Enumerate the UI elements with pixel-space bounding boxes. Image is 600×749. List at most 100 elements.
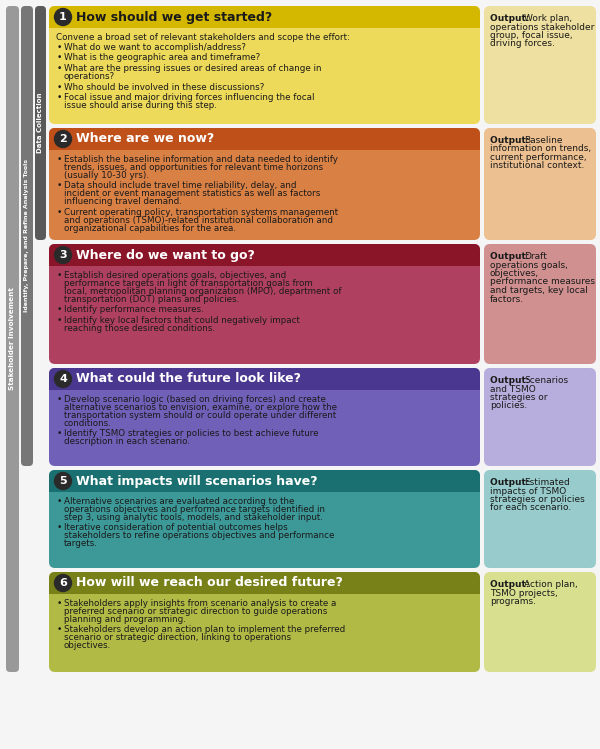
Text: Convene a broad set of relevant stakeholders and scope the effort:: Convene a broad set of relevant stakehol… — [56, 33, 350, 42]
Text: •: • — [57, 53, 62, 62]
Text: and targets, key local: and targets, key local — [490, 286, 588, 295]
Text: •: • — [57, 181, 62, 190]
Text: Develop scenario logic (based on driving forces) and create: Develop scenario logic (based on driving… — [64, 395, 326, 404]
FancyBboxPatch shape — [49, 6, 480, 124]
FancyBboxPatch shape — [484, 6, 596, 124]
Text: Identify TSMO strategies or policies to best achieve future: Identify TSMO strategies or policies to … — [64, 429, 319, 438]
Text: Current operating policy, transportation systems management: Current operating policy, transportation… — [64, 208, 338, 217]
Text: preferred scenario or strategic direction to guide operations: preferred scenario or strategic directio… — [64, 607, 328, 616]
FancyBboxPatch shape — [49, 368, 480, 466]
Text: TSMO projects,: TSMO projects, — [490, 589, 558, 598]
Text: Output:: Output: — [490, 376, 533, 385]
FancyBboxPatch shape — [49, 470, 480, 568]
Text: Focal issue and major driving forces influencing the focal: Focal issue and major driving forces inf… — [64, 93, 314, 102]
Bar — [49, 583, 480, 594]
Text: Establish desired operations goals, objectives, and: Establish desired operations goals, obje… — [64, 271, 286, 280]
Text: 3: 3 — [59, 250, 67, 260]
FancyBboxPatch shape — [49, 128, 480, 240]
Text: •: • — [57, 93, 62, 102]
FancyBboxPatch shape — [35, 6, 46, 240]
Text: Establish the baseline information and data needed to identify: Establish the baseline information and d… — [64, 155, 338, 164]
Text: Identify performance measures.: Identify performance measures. — [64, 306, 204, 315]
Circle shape — [55, 246, 71, 264]
Text: conditions.: conditions. — [64, 419, 112, 428]
Text: local, metropolitan planning organization (MPO), department of: local, metropolitan planning organizatio… — [64, 287, 341, 296]
FancyBboxPatch shape — [484, 572, 596, 672]
Text: 6: 6 — [59, 578, 67, 588]
Text: operations?: operations? — [64, 72, 115, 81]
Text: operations stakeholder: operations stakeholder — [490, 22, 595, 31]
Text: objectives.: objectives. — [64, 641, 111, 650]
Text: Data Collection: Data Collection — [37, 93, 44, 154]
Bar — [49, 255, 480, 266]
Text: •: • — [57, 429, 62, 438]
Text: •: • — [57, 43, 62, 52]
Text: reaching those desired conditions.: reaching those desired conditions. — [64, 324, 215, 333]
Bar — [49, 379, 480, 390]
FancyBboxPatch shape — [49, 128, 480, 150]
Text: and TSMO: and TSMO — [490, 384, 536, 393]
Text: operations goals,: operations goals, — [490, 261, 568, 270]
Text: Identify key local factors that could negatively impact: Identify key local factors that could ne… — [64, 316, 300, 325]
Text: influencing travel demand.: influencing travel demand. — [64, 198, 182, 207]
FancyBboxPatch shape — [484, 128, 596, 240]
FancyBboxPatch shape — [21, 6, 33, 466]
Text: Draft: Draft — [524, 252, 547, 261]
Text: Scenarios: Scenarios — [524, 376, 568, 385]
Text: Baseline: Baseline — [524, 136, 563, 145]
Text: •: • — [57, 395, 62, 404]
Text: Output:: Output: — [490, 478, 533, 487]
Text: What is the geographic area and timeframe?: What is the geographic area and timefram… — [64, 53, 260, 62]
Text: transportation system should or could operate under different: transportation system should or could op… — [64, 411, 336, 420]
Text: What are the pressing issues or desired areas of change in: What are the pressing issues or desired … — [64, 64, 322, 73]
FancyBboxPatch shape — [6, 6, 19, 672]
Circle shape — [55, 574, 71, 592]
Text: 2: 2 — [59, 134, 67, 144]
Text: driving forces.: driving forces. — [490, 40, 555, 49]
Text: How will we reach our desired future?: How will we reach our desired future? — [76, 577, 343, 589]
Text: •: • — [57, 208, 62, 217]
FancyBboxPatch shape — [49, 572, 480, 672]
Text: 5: 5 — [59, 476, 67, 486]
Text: What impacts will scenarios have?: What impacts will scenarios have? — [76, 475, 317, 488]
Text: Action plan,: Action plan, — [524, 580, 578, 589]
Text: Stakeholder Involvement: Stakeholder Involvement — [10, 288, 16, 390]
Text: institutional context.: institutional context. — [490, 162, 584, 171]
FancyBboxPatch shape — [49, 244, 480, 364]
Text: (usually 10-30 yrs).: (usually 10-30 yrs). — [64, 171, 149, 180]
Text: performance targets in light of transportation goals from: performance targets in light of transpor… — [64, 279, 313, 288]
Text: impacts of TSMO: impacts of TSMO — [490, 487, 566, 496]
Text: strategies or policies: strategies or policies — [490, 495, 585, 504]
Text: stakeholders to refine operations objectives and performance: stakeholders to refine operations object… — [64, 532, 334, 541]
Text: Output:: Output: — [490, 580, 533, 589]
Text: •: • — [57, 82, 62, 91]
Text: incident or event management statistics as well as factors: incident or event management statistics … — [64, 189, 320, 198]
Text: Output:: Output: — [490, 14, 533, 23]
Text: Iterative consideration of potential outcomes helps: Iterative consideration of potential out… — [64, 524, 288, 533]
FancyBboxPatch shape — [484, 244, 596, 364]
Text: Data should include travel time reliability, delay, and: Data should include travel time reliabil… — [64, 181, 296, 190]
Text: Output:: Output: — [490, 252, 533, 261]
Text: targets.: targets. — [64, 539, 98, 548]
Text: •: • — [57, 599, 62, 608]
Text: Output:: Output: — [490, 136, 533, 145]
FancyBboxPatch shape — [49, 6, 480, 28]
Text: How should we get started?: How should we get started? — [76, 10, 272, 23]
Text: current performance,: current performance, — [490, 153, 587, 162]
Text: scenario or strategic direction, linking to operations: scenario or strategic direction, linking… — [64, 634, 291, 643]
Text: •: • — [57, 64, 62, 73]
Text: and operations (TSMO)-related institutional collaboration and: and operations (TSMO)-related institutio… — [64, 216, 333, 225]
Text: programs.: programs. — [490, 597, 536, 606]
Bar — [49, 481, 480, 492]
Text: Estimated: Estimated — [524, 478, 570, 487]
Text: for each scenario.: for each scenario. — [490, 503, 571, 512]
FancyBboxPatch shape — [49, 368, 480, 390]
FancyBboxPatch shape — [49, 572, 480, 594]
Text: •: • — [57, 155, 62, 164]
Text: information on trends,: information on trends, — [490, 145, 591, 154]
Text: Identify, Prepare, and Refine Analysis Tools: Identify, Prepare, and Refine Analysis T… — [25, 160, 29, 312]
Circle shape — [55, 371, 71, 387]
Text: transportation (DOT) plans and policies.: transportation (DOT) plans and policies. — [64, 295, 239, 304]
Text: Stakeholders apply insights from scenario analysis to create a: Stakeholders apply insights from scenari… — [64, 599, 337, 608]
Bar — [49, 139, 480, 150]
